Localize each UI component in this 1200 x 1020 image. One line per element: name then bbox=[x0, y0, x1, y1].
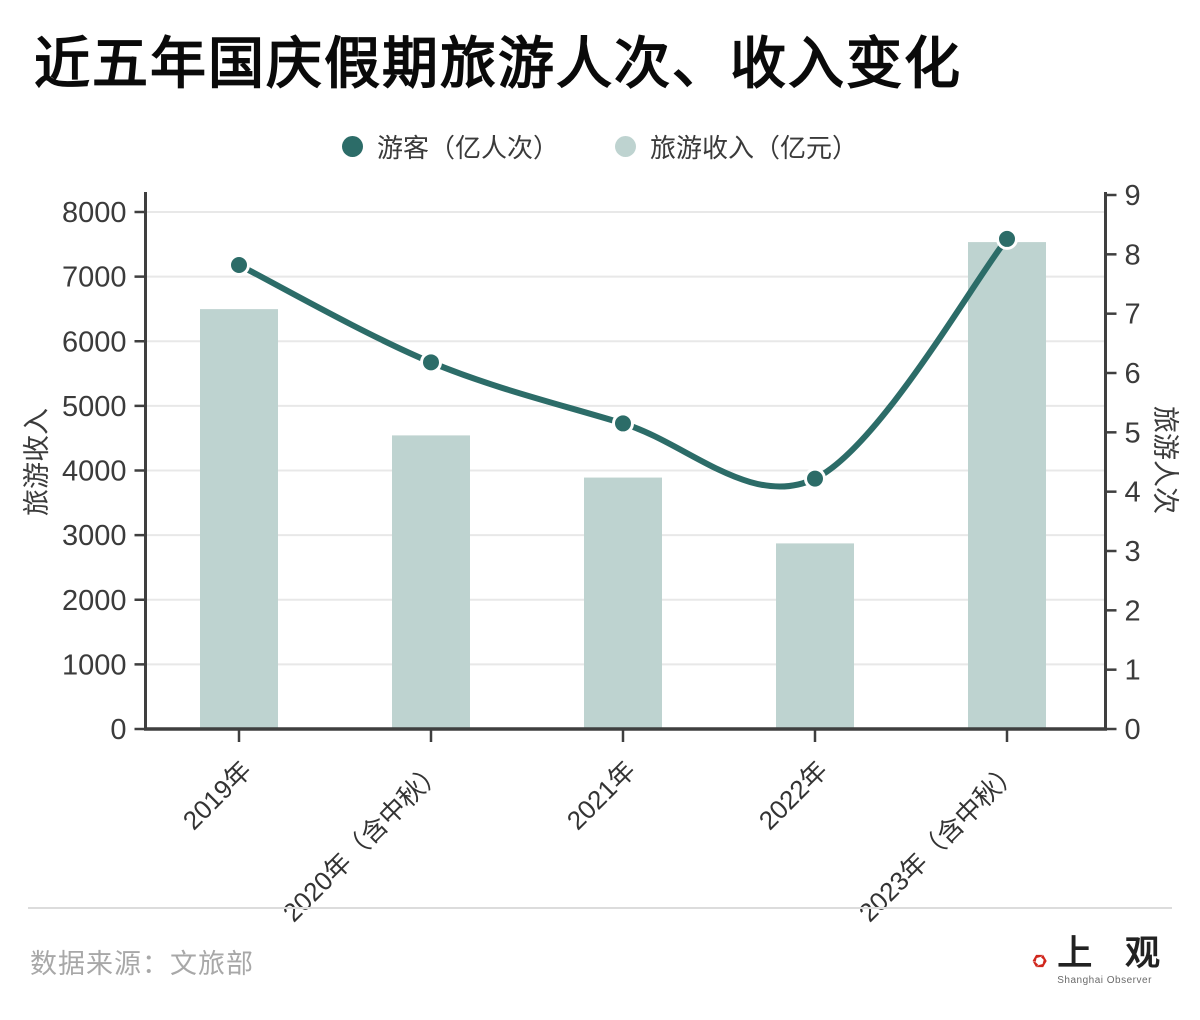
page-title: 近五年国庆假期旅游人次、收入变化 bbox=[34, 32, 962, 95]
right-tick-label: 6 bbox=[1125, 358, 1141, 390]
visitors-point bbox=[612, 412, 634, 435]
right-tick-label: 3 bbox=[1125, 536, 1141, 568]
logo-cn: 上 观 bbox=[1057, 934, 1172, 973]
shanghai-observer-logo: 上 观 Shanghai Observer bbox=[1032, 930, 1172, 992]
logo-text: 上 观 Shanghai Observer bbox=[1057, 936, 1172, 986]
logo-hexagon-icon bbox=[1032, 954, 1047, 968]
legend-visitors-label: 游客（亿人次） bbox=[376, 133, 559, 163]
visitors-line bbox=[236, 235, 1010, 490]
visitors-point bbox=[804, 467, 826, 490]
x-tick-label: 2019年 bbox=[177, 755, 257, 835]
right-tick-label: 2 bbox=[1125, 595, 1141, 627]
left-tick-label: 7000 bbox=[62, 262, 127, 294]
revenue-bar bbox=[200, 309, 278, 729]
right-tick-label: 8 bbox=[1125, 239, 1141, 271]
legend-revenue-label: 旅游收入（亿元） bbox=[650, 133, 859, 163]
data-source: 数据来源：文旅部 bbox=[30, 949, 254, 979]
legend-item-visitors: 游客（亿人次） bbox=[341, 128, 559, 165]
revenue-bar bbox=[968, 242, 1046, 729]
left-tick-label: 2000 bbox=[62, 585, 127, 617]
right-tick-label: 5 bbox=[1125, 417, 1141, 449]
right-tick-label: 0 bbox=[1125, 714, 1141, 746]
left-tick-label: 0 bbox=[110, 714, 126, 746]
right-axis-title: 旅游人次 bbox=[1150, 406, 1180, 514]
x-tick-label: 2022年 bbox=[753, 755, 833, 835]
visitors-point bbox=[420, 351, 442, 374]
visitors-point bbox=[996, 227, 1018, 250]
revenue-bar bbox=[776, 543, 854, 729]
right-tick-label: 4 bbox=[1125, 477, 1141, 509]
left-tick-label: 1000 bbox=[62, 649, 127, 681]
left-tick-label: 6000 bbox=[62, 326, 127, 358]
left-tick-label: 8000 bbox=[62, 197, 127, 229]
logo-en: Shanghai Observer bbox=[1057, 975, 1152, 986]
left-axis-title: 旅游收入 bbox=[22, 408, 52, 516]
revenue-bar bbox=[392, 435, 470, 729]
footer-divider bbox=[28, 907, 1172, 909]
legend-item-revenue: 旅游收入（亿元） bbox=[615, 128, 858, 165]
right-tick-label: 1 bbox=[1125, 655, 1141, 687]
visitors-point bbox=[228, 254, 250, 277]
left-tick-label: 4000 bbox=[62, 456, 127, 488]
left-tick-label: 3000 bbox=[62, 520, 127, 552]
legend-visitors-dot-icon bbox=[341, 136, 363, 157]
right-tick-label: 9 bbox=[1125, 180, 1141, 212]
x-tick-label: 2020年（含中秋） bbox=[277, 755, 449, 927]
x-tick-label: 2021年 bbox=[561, 755, 641, 835]
chart-legend: 游客（亿人次） 旅游收入（亿元） bbox=[0, 128, 1200, 165]
x-tick-label: 2023年（含中秋） bbox=[853, 755, 1025, 927]
legend-revenue-dot-icon bbox=[615, 136, 636, 157]
left-tick-label: 5000 bbox=[62, 391, 127, 423]
revenue-bar bbox=[584, 477, 662, 729]
right-tick-label: 7 bbox=[1125, 299, 1141, 331]
